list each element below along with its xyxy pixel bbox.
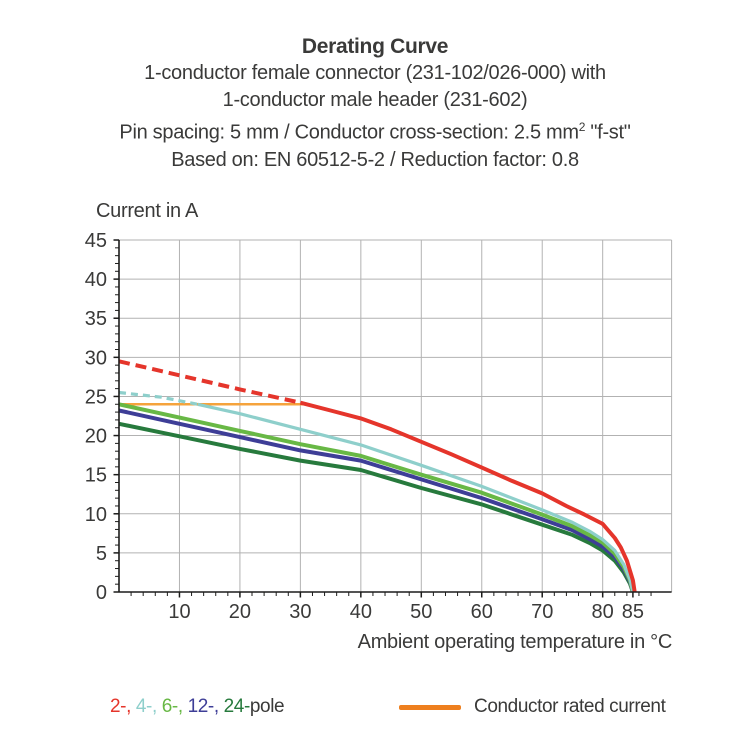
x-axis-title: Ambient operating temperature in °C	[357, 631, 673, 653]
x-tick-label-85: 85	[622, 601, 644, 623]
x-tick-label-70: 70	[531, 601, 553, 623]
chart-subtitle-line3: Pin spacing: 5 mm / Conductor cross-sect…	[0, 114, 750, 147]
legend-label-24-pole: 24-	[223, 696, 251, 717]
rated-current-swatch	[399, 704, 461, 710]
pin-spacing-text: Pin spacing: 5 mm / Conductor cross-sect…	[119, 121, 579, 144]
curve-2-pole-dashed	[118, 359, 301, 405]
y-tick-label-10: 10	[85, 504, 107, 526]
legend-label-2-pole: 2-,	[110, 696, 136, 717]
legend-poles: 2-, 4-, 6-, 12-, 24-pole	[110, 696, 285, 718]
x-tick-label-20: 20	[229, 601, 251, 623]
curve-2-pole	[299, 400, 637, 593]
legend-pole-suffix: pole	[249, 696, 285, 717]
y-tick-label-30: 30	[85, 347, 107, 369]
y-tick-label-20: 20	[85, 426, 107, 448]
x-tick-label-60: 60	[471, 601, 493, 623]
curve-6-pole	[118, 402, 635, 593]
x-tick-label-30: 30	[289, 601, 311, 623]
x-tick-label-40: 40	[350, 601, 372, 623]
x-tick-label-10: 10	[168, 601, 190, 623]
chart-subtitle-line2: 1-conductor male header (231-602)	[222, 89, 528, 111]
y-tick-label-45: 45	[85, 230, 107, 252]
curve-4-pole-dashed	[118, 390, 198, 406]
y-tick-label-35: 35	[85, 308, 107, 330]
x-tick-label-80: 80	[592, 601, 614, 623]
legend-rated: Conductor rated current	[399, 696, 666, 718]
y-tick-label-15: 15	[85, 465, 107, 487]
y-axis-title: Current in A	[96, 200, 199, 222]
f-st-text: "f-st"	[585, 121, 631, 144]
y-tick-label-0: 0	[96, 582, 107, 604]
legend-label-6-pole: 6-,	[161, 696, 188, 717]
legend-rated-label: Conductor rated current	[474, 696, 666, 717]
y-tick-label-40: 40	[85, 269, 107, 291]
x-tick-label-50: 50	[410, 601, 432, 623]
legend-label-4-pole: 4-,	[135, 696, 162, 717]
legend-pole-segments: 2-, 4-, 6-, 12-, 24-	[110, 696, 250, 717]
legend-label-12-pole: 12-,	[187, 696, 224, 717]
y-tick-label-5: 5	[96, 543, 107, 565]
mm-squared-superscript: 2	[578, 120, 586, 134]
curve-4-pole	[197, 402, 635, 593]
chart-title: Derating Curve	[301, 35, 449, 58]
chart-subtitle-line1: 1-conductor female connector (231-102/02…	[144, 62, 606, 84]
y-tick-label-25: 25	[85, 386, 107, 408]
chart-subtitle-line4: Based on: EN 60512-5-2 / Reduction facto…	[171, 148, 579, 171]
chart-title-block: Derating Curve 1-conductor female connec…	[0, 33, 750, 174]
